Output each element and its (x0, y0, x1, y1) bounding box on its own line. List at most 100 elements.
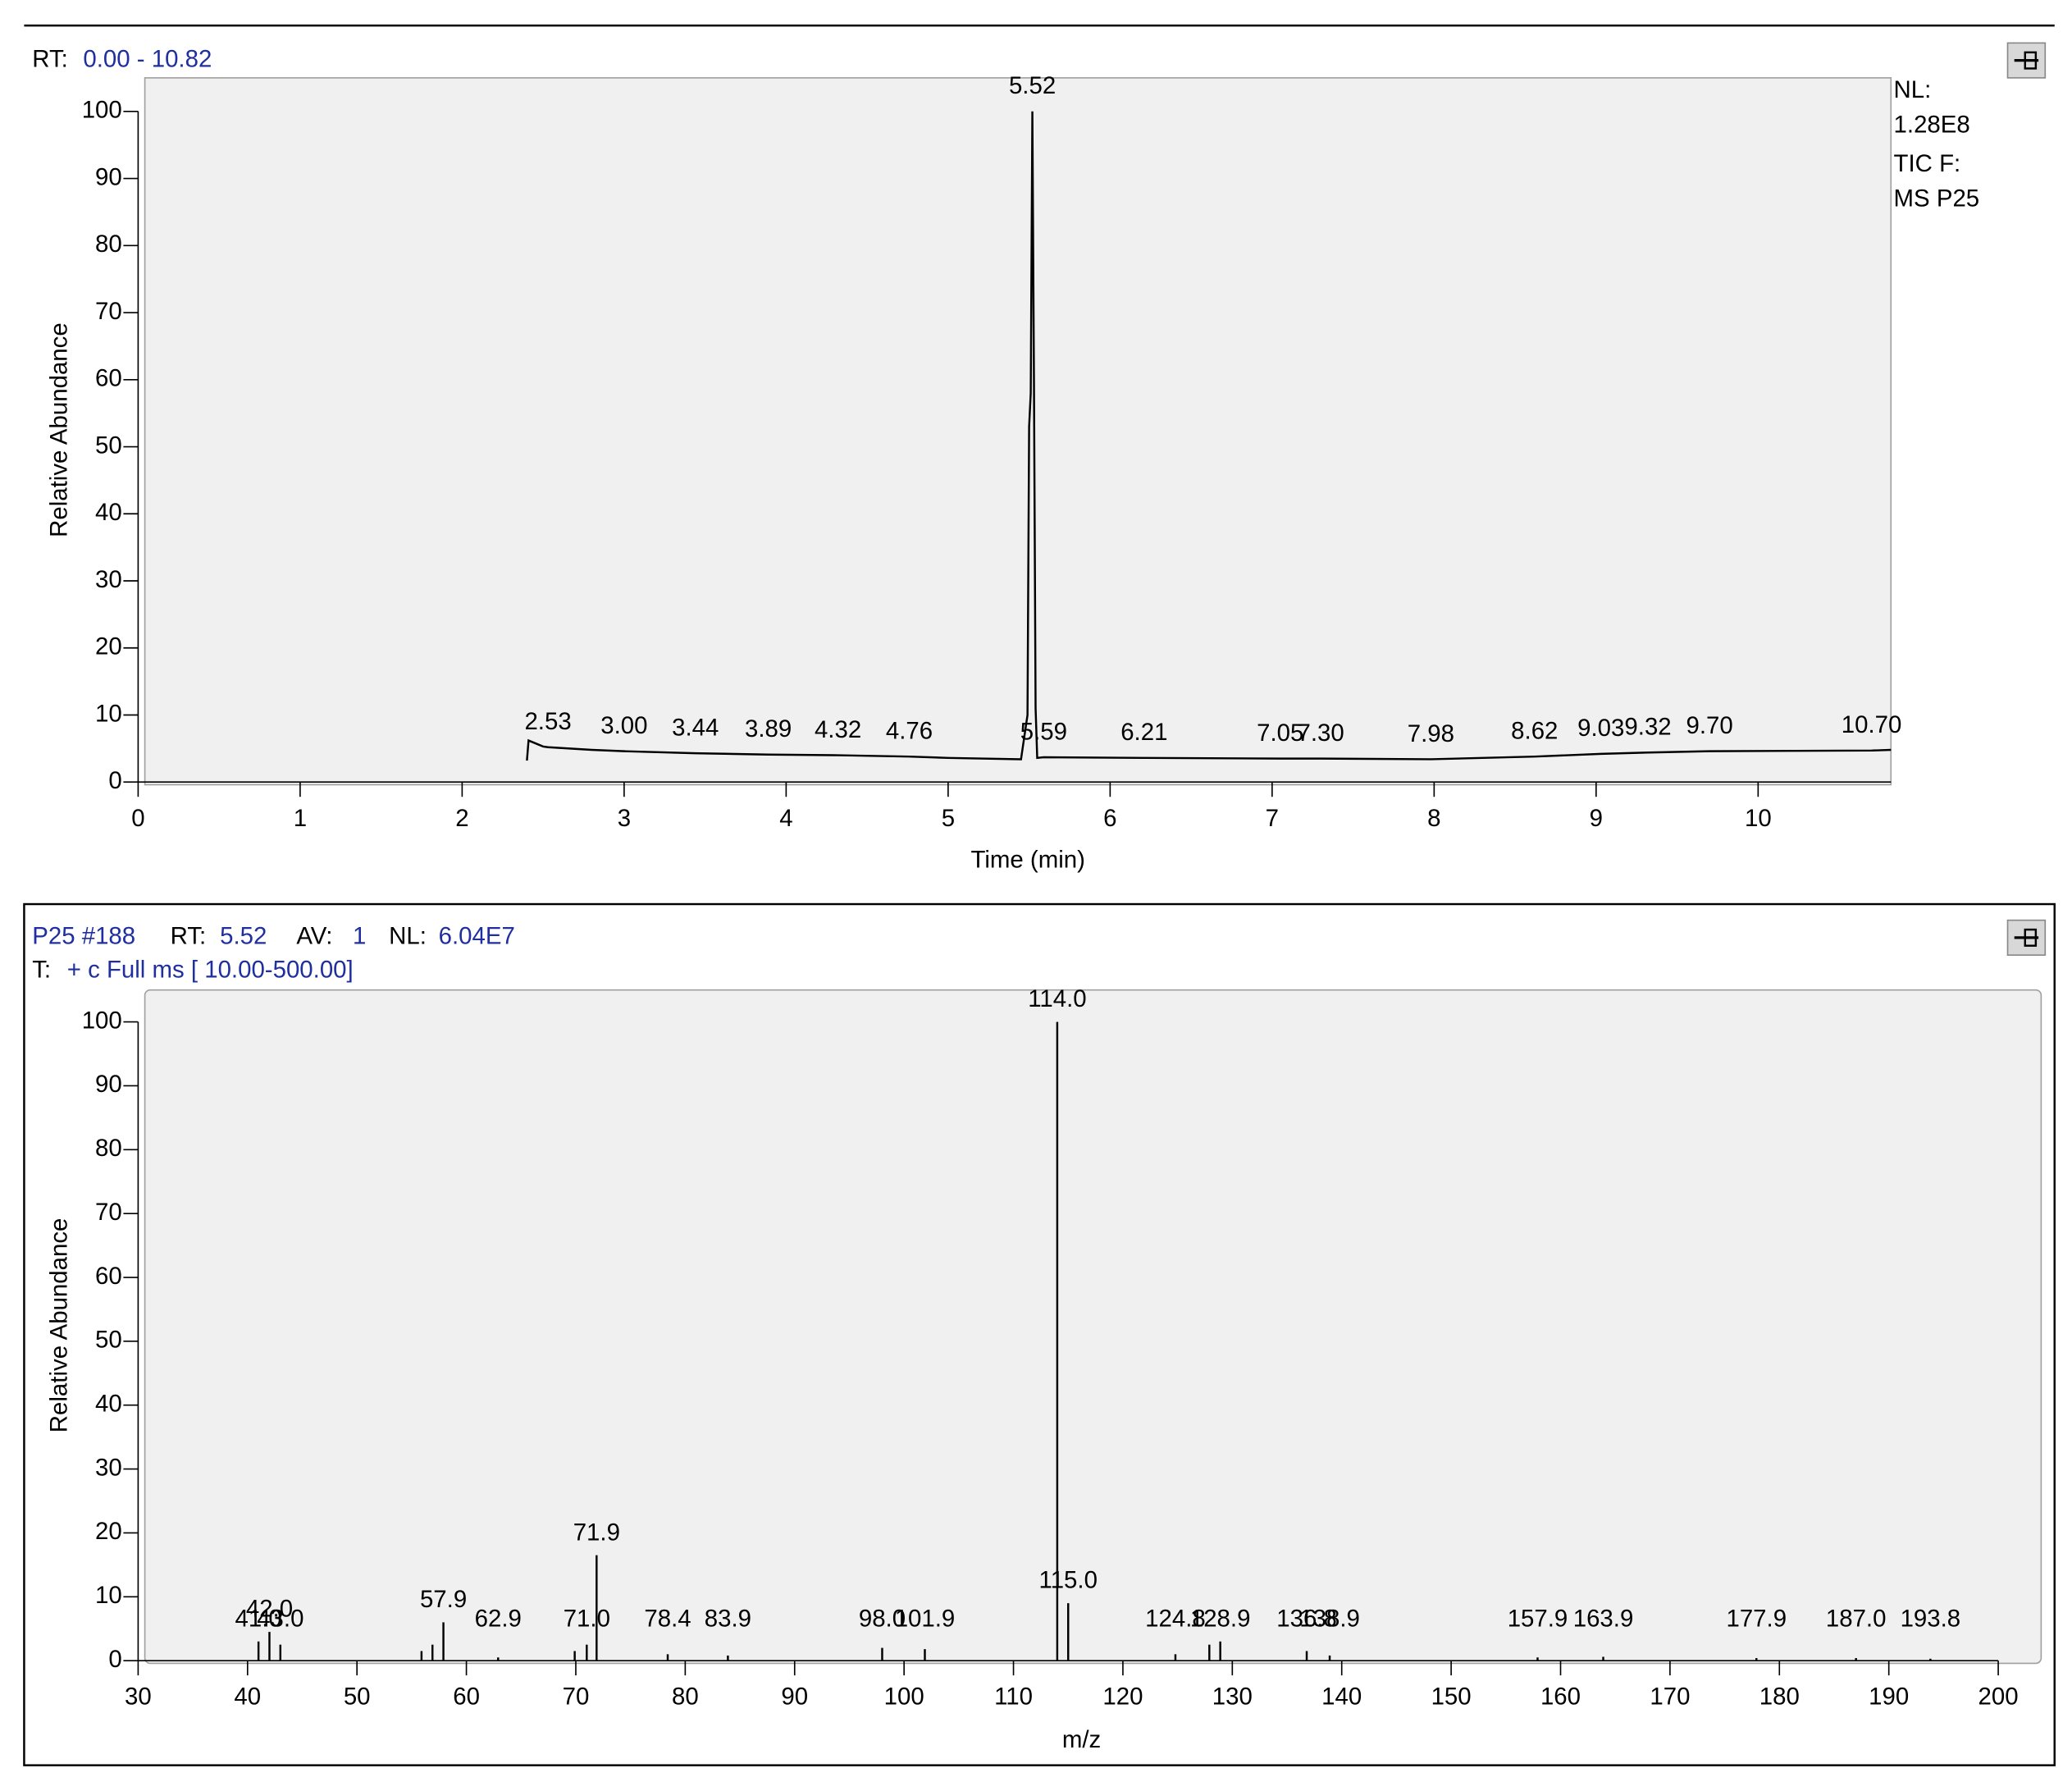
x-tick-label: 7 (1266, 805, 1279, 832)
y-tick-label: 20 (95, 1518, 122, 1545)
x-tick-label: 70 (563, 1683, 590, 1711)
peak-label: 124.8 (1145, 1605, 1206, 1632)
y-tick-label: 0 (108, 1646, 121, 1673)
y-tick-label: 60 (95, 1263, 122, 1290)
peak-label: 42.0 (246, 1596, 293, 1623)
x-axis-label: Time (min) (970, 846, 1084, 873)
x-tick-label: 4 (779, 805, 792, 832)
y-tick-label: 20 (95, 633, 122, 660)
y-tick-label: 40 (95, 499, 122, 526)
y-tick-label: 30 (95, 1454, 122, 1481)
peak-label: 114.0 (1028, 985, 1086, 1012)
peak-label: 6.21 (1120, 719, 1167, 746)
x-tick-label: 9 (1590, 805, 1603, 832)
peak-label: 2.53 (524, 708, 571, 735)
peak-label: 71.0 (564, 1605, 610, 1632)
rt-label: RT: (32, 45, 68, 72)
x-tick-label: 100 (884, 1683, 924, 1711)
peak-label: 9.03 (1577, 715, 1624, 742)
x-tick-label: 6 (1103, 805, 1116, 832)
scan-label: P25 #188 (32, 923, 135, 950)
nl-label: NL: (389, 923, 427, 950)
y-tick-label: 90 (95, 1071, 122, 1098)
plot-area (144, 77, 1892, 786)
y-tick-label: 100 (82, 1007, 122, 1034)
x-tick-label: 3 (618, 805, 631, 832)
x-tick-label: 90 (781, 1683, 808, 1711)
peak-label: 4.32 (815, 716, 861, 743)
peak-label: 9.70 (1686, 712, 1732, 739)
av-label: AV: (296, 923, 332, 950)
peak-label: 43.0 (257, 1605, 303, 1632)
x-tick-label: 160 (1540, 1683, 1581, 1711)
trace-line (526, 111, 1892, 761)
peak-label: 3.00 (600, 712, 647, 739)
x-tick-label: 0 (131, 805, 144, 832)
y-tick-label: 40 (95, 1390, 122, 1417)
y-tick-label: 70 (95, 1199, 122, 1226)
x-tick-label: 200 (1978, 1683, 2019, 1711)
peak-label: 71.9 (573, 1519, 620, 1546)
pin-icon[interactable] (2006, 42, 2047, 79)
rt-range: 0.00 - 10.82 (83, 45, 212, 72)
y-tick-label: 100 (82, 97, 122, 124)
filter-value: + c Full ms [ 10.00-500.00] (67, 957, 354, 984)
peak-label: 5.52 (1009, 72, 1056, 99)
peak-label: 136.8 (1276, 1605, 1337, 1632)
peak-label: 128.9 (1190, 1605, 1251, 1632)
peak-label: 3.89 (745, 715, 792, 742)
nl-value: 6.04E7 (439, 923, 515, 950)
nl-label: NL: (1894, 76, 1932, 103)
x-tick-label: 8 (1427, 805, 1440, 832)
y-tick-label: 70 (95, 298, 122, 325)
x-tick-label: 140 (1321, 1683, 1362, 1711)
y-tick-label: 0 (108, 767, 121, 794)
x-tick-label: 40 (234, 1683, 261, 1711)
filter-value: MS P25 (1894, 185, 1980, 212)
pin-glyph (2024, 51, 2038, 70)
pin-glyph (2024, 928, 2038, 947)
peak-label: 177.9 (1726, 1605, 1787, 1632)
plot-area (144, 989, 2042, 1665)
peak-label: 41.0 (235, 1605, 282, 1632)
x-tick-label: 5 (942, 805, 955, 832)
x-tick-label: 170 (1650, 1683, 1690, 1711)
y-tick-label: 50 (95, 432, 122, 459)
peak-label: 163.9 (1573, 1605, 1634, 1632)
x-tick-label: 10 (1745, 805, 1772, 832)
y-tick-label: 60 (95, 365, 122, 392)
peak-label: 57.9 (420, 1586, 467, 1613)
y-tick-label: 80 (95, 231, 122, 258)
nl-value: 1.28E8 (1894, 112, 1970, 139)
x-tick-label: 30 (125, 1683, 152, 1711)
peak-label: 101.9 (895, 1605, 956, 1632)
av-value: 1 (353, 923, 366, 950)
peak-label: 157.9 (1508, 1605, 1568, 1632)
rt-value: 5.52 (220, 923, 267, 950)
peak-label: 187.0 (1826, 1605, 1887, 1632)
x-tick-label: 110 (994, 1683, 1033, 1711)
y-tick-label: 50 (95, 1327, 122, 1354)
peak-label: 62.9 (475, 1605, 522, 1632)
peak-label: 7.98 (1408, 720, 1454, 747)
y-tick-label: 10 (95, 1582, 122, 1609)
y-tick-label: 80 (95, 1135, 122, 1162)
peak-label: 4.76 (886, 718, 933, 745)
peak-label: 9.32 (1624, 714, 1671, 741)
peak-label: 98.0 (859, 1605, 906, 1632)
y-tick-label: 90 (95, 163, 122, 190)
peak-label: 10.70 (1842, 711, 1902, 738)
peak-label: 7.05 (1257, 720, 1303, 747)
pin-icon[interactable] (2006, 919, 2047, 956)
x-tick-label: 2 (455, 805, 468, 832)
x-tick-label: 180 (1759, 1683, 1800, 1711)
x-tick-label: 120 (1102, 1683, 1143, 1711)
x-tick-label: 190 (1869, 1683, 1909, 1711)
y-axis-label: Relative Abundance (45, 1218, 72, 1433)
peak-label: 78.4 (644, 1605, 691, 1632)
x-axis-label: m/z (1062, 1726, 1101, 1753)
peak-label: 7.30 (1297, 720, 1344, 747)
x-tick-label: 1 (294, 805, 307, 832)
x-tick-label: 60 (453, 1683, 480, 1711)
peak-label: 115.0 (1039, 1567, 1098, 1594)
